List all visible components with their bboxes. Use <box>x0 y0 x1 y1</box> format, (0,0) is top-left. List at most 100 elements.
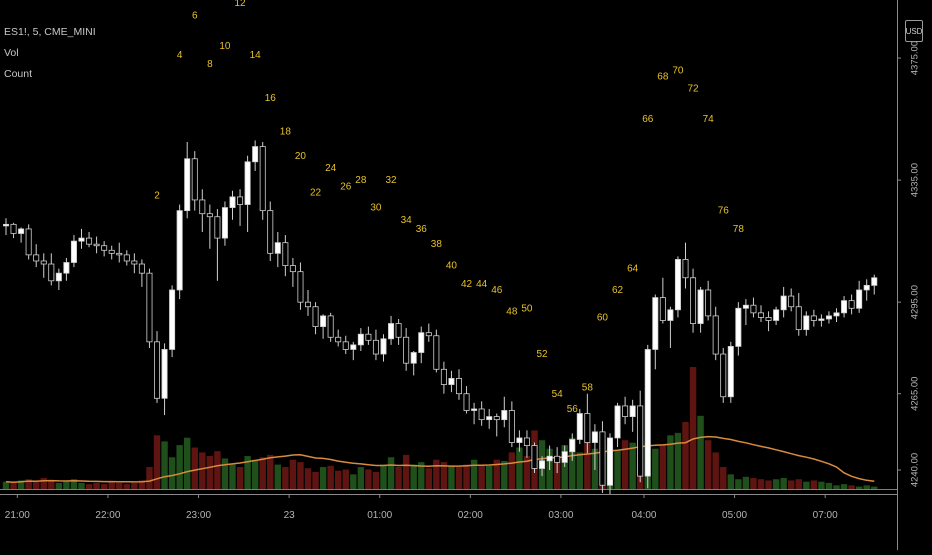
candle <box>735 302 742 356</box>
count-label: 34 <box>401 215 413 226</box>
volume-indicator-label[interactable]: Vol <box>4 47 19 59</box>
count-label: 70 <box>672 65 684 76</box>
candle <box>18 227 25 243</box>
volume-bar <box>803 481 810 489</box>
candle-body <box>169 289 176 350</box>
candle-body <box>856 289 863 309</box>
candle-body <box>138 263 145 274</box>
count-label: 68 <box>657 71 669 82</box>
candle-body <box>637 405 644 477</box>
candle-body <box>629 405 636 417</box>
candle-body <box>116 252 123 256</box>
candle <box>493 413 500 437</box>
volume-bar <box>335 470 342 489</box>
candle <box>237 189 244 226</box>
candle-body <box>825 315 832 320</box>
candle-body <box>259 146 266 212</box>
candle <box>508 401 515 448</box>
candle <box>539 456 546 477</box>
candle-body <box>55 272 62 282</box>
candle-body <box>101 245 108 251</box>
volume-bar <box>365 469 372 489</box>
candle <box>176 204 183 300</box>
candle-body <box>652 297 659 350</box>
volume-bar <box>48 480 55 489</box>
volume-bar <box>772 479 780 489</box>
symbol-label[interactable]: ES1!, 5, CME_MINI <box>4 26 96 38</box>
volume-bar <box>855 486 863 489</box>
candle <box>818 314 825 327</box>
candle-body <box>403 336 410 364</box>
volume-bar <box>63 481 70 489</box>
candle <box>576 408 583 445</box>
volume-bar <box>138 480 146 489</box>
volume-bar <box>274 464 281 489</box>
volume-bar <box>863 485 870 489</box>
volume-bar <box>501 460 508 489</box>
volume-bar <box>244 456 251 489</box>
volume-bar <box>757 479 765 489</box>
price-tick-label: 4265.00 <box>910 377 921 411</box>
time-tick-label: 05:00 <box>722 510 747 521</box>
volume-bar <box>697 415 704 489</box>
axes-layer: 4375.00 4335.00 4295.00 4265.00 4240.00 21:00… <box>0 0 921 550</box>
candle <box>810 309 817 327</box>
candle-body <box>569 439 576 453</box>
candle <box>410 350 417 376</box>
volume-bar <box>168 457 176 489</box>
price-tick-label: 4375.00 <box>910 41 921 75</box>
volume-bar <box>765 480 772 489</box>
candle-body <box>561 451 568 463</box>
volume-bar <box>327 465 334 489</box>
volume-bar <box>380 464 387 489</box>
candle <box>191 151 198 211</box>
time-tick-label: 04:00 <box>631 510 656 521</box>
candle <box>871 274 878 295</box>
candle <box>403 328 410 371</box>
candle <box>206 204 213 249</box>
candle-body <box>667 309 674 321</box>
candle <box>418 326 425 364</box>
volume-bar <box>176 445 183 489</box>
candle <box>742 299 749 326</box>
volume-bar <box>78 482 85 489</box>
volume-bar <box>493 459 500 489</box>
volume-bar <box>659 445 667 489</box>
volume-bar <box>184 437 191 489</box>
count-label: 22 <box>310 187 322 198</box>
volume-bar <box>425 468 432 489</box>
volume-bar <box>17 480 25 489</box>
volume-bar <box>410 464 417 489</box>
count-indicator-label[interactable]: Count <box>4 68 33 80</box>
candle-body <box>576 413 583 440</box>
candle-body <box>191 158 198 201</box>
candle-body <box>70 240 77 263</box>
volume-bar <box>199 452 206 489</box>
candle <box>712 306 719 361</box>
volume-bar <box>85 484 93 489</box>
count-label: 48 <box>506 306 518 317</box>
candle-body <box>289 265 296 273</box>
candle <box>259 141 266 220</box>
count-label: 66 <box>642 114 654 125</box>
count-label: 16 <box>265 93 277 104</box>
candle <box>478 401 485 426</box>
volume-bar <box>825 482 833 489</box>
candle <box>629 399 636 432</box>
count-label: 14 <box>250 50 262 61</box>
count-label: 44 <box>476 279 488 290</box>
count-label: 64 <box>627 264 639 275</box>
volume-bar <box>712 452 719 489</box>
candle <box>350 341 357 361</box>
candle <box>841 296 848 318</box>
candle-body <box>448 378 455 385</box>
volume-bar <box>251 459 259 489</box>
candle <box>705 280 712 321</box>
currency-button[interactable]: USD <box>905 20 923 42</box>
candle-body <box>750 304 757 314</box>
candle <box>25 224 32 260</box>
candle <box>10 222 17 239</box>
